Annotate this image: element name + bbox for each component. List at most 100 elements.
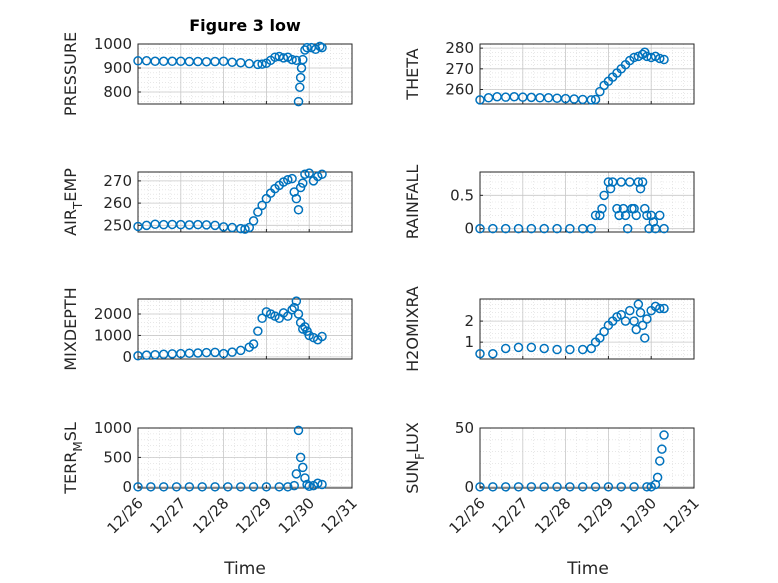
data-point <box>577 344 588 355</box>
data-point <box>197 482 207 492</box>
data-point <box>227 57 237 67</box>
y-axis-label: H2OMIXRA <box>403 286 422 372</box>
data-point <box>614 210 624 221</box>
x-tick-label: 12/29 <box>232 494 275 537</box>
data-point <box>240 224 250 234</box>
data-point <box>248 216 259 226</box>
data-point <box>595 86 605 97</box>
data-point <box>552 344 562 355</box>
y-tick-label: 500 <box>103 448 132 466</box>
data-point <box>193 56 203 67</box>
y-tick-label: 0 <box>122 348 132 366</box>
data-point <box>300 45 310 55</box>
x-axis-label-left: Time <box>223 559 266 579</box>
data-point <box>635 307 646 318</box>
data-point <box>644 223 654 234</box>
data-point <box>625 305 635 316</box>
data-point <box>317 331 327 342</box>
data-point <box>552 482 562 492</box>
data-point <box>603 482 614 492</box>
data-point <box>253 326 263 336</box>
data-point <box>569 94 579 104</box>
data-point <box>304 481 314 491</box>
y-axis-label: SUNFLUX <box>403 422 427 494</box>
data-point <box>150 219 160 229</box>
data-point <box>526 92 537 103</box>
data-point <box>167 56 177 67</box>
data-point <box>488 482 498 492</box>
data-point <box>620 210 631 221</box>
y-tick-label: 270 <box>103 172 132 190</box>
data-point <box>278 53 289 63</box>
data-point <box>629 316 639 326</box>
data-point <box>629 203 639 214</box>
axes-box <box>137 171 353 233</box>
data-point <box>253 207 263 217</box>
x-tick-label: 12/31 <box>660 494 703 537</box>
y-axis-label: MIXDEPTH <box>61 287 80 370</box>
data-point <box>184 220 195 230</box>
subplot-h2omixra: 1 2 H2OMIXRA <box>403 286 695 372</box>
y-axis-label: PRESSURE <box>61 32 80 116</box>
data-point <box>289 302 299 313</box>
data-point <box>317 479 327 490</box>
data-point <box>488 348 498 359</box>
data-point <box>193 219 203 230</box>
data-point <box>526 482 537 492</box>
data-point <box>565 223 575 234</box>
x-tick-label: 12/28 <box>189 494 232 537</box>
subplot-theta: 260 270 280 THETA <box>403 39 695 105</box>
data-point <box>500 482 511 492</box>
data-point <box>640 203 650 214</box>
data-point <box>586 95 597 105</box>
x-tick-label: 12/27 <box>146 494 189 537</box>
data-point <box>295 182 306 193</box>
data-point <box>565 482 575 492</box>
data-point <box>171 482 182 492</box>
data-point <box>289 187 299 197</box>
data-point <box>300 473 310 483</box>
data-point <box>586 223 597 234</box>
data-point <box>500 223 511 234</box>
data-point <box>235 345 246 356</box>
data-point <box>146 482 156 492</box>
data-point <box>635 183 646 194</box>
data-point <box>158 482 169 492</box>
data-point <box>640 333 650 343</box>
data-point <box>244 222 255 233</box>
data-point <box>235 57 246 68</box>
figure-title: Figure 3 low <box>189 16 301 35</box>
data-point <box>655 210 665 221</box>
subplot-pressure: 800 900 1000 PRESSURE <box>61 32 353 116</box>
data-point <box>513 482 524 492</box>
data-point <box>543 93 554 103</box>
data-point <box>637 320 648 331</box>
data-point <box>539 482 549 492</box>
data-point <box>483 93 494 103</box>
data-point <box>642 314 652 324</box>
data-point <box>167 219 177 230</box>
data-point <box>218 348 229 359</box>
data-point <box>298 178 308 188</box>
subplot-sun_flux: 0 50 SUNFLUX 12/26 12/27 12/28 12/29 12/30 12/31 <box>403 419 703 537</box>
x-tick-label: 12/28 <box>531 494 574 537</box>
data-point <box>599 326 609 337</box>
data-point <box>295 452 306 463</box>
data-point <box>595 210 605 221</box>
y-tick-label: 2 <box>464 312 474 330</box>
data-point <box>500 343 511 354</box>
y-tick-label: 0 <box>464 478 474 496</box>
data-point <box>597 203 607 214</box>
data-point <box>248 339 259 349</box>
data-point <box>293 96 304 107</box>
data-point <box>590 482 601 492</box>
data-point <box>235 482 246 492</box>
x-tick-label: 12/30 <box>275 494 318 537</box>
x-tick-label: 12/30 <box>617 494 660 537</box>
subplot-mixdepth: 0 1000 2000 MIXDEPTH <box>61 287 353 371</box>
y-tick-label: 270 <box>445 60 474 78</box>
data-point <box>302 479 312 490</box>
data-point <box>283 482 293 492</box>
x-tick-label: 12/31 <box>318 494 361 537</box>
